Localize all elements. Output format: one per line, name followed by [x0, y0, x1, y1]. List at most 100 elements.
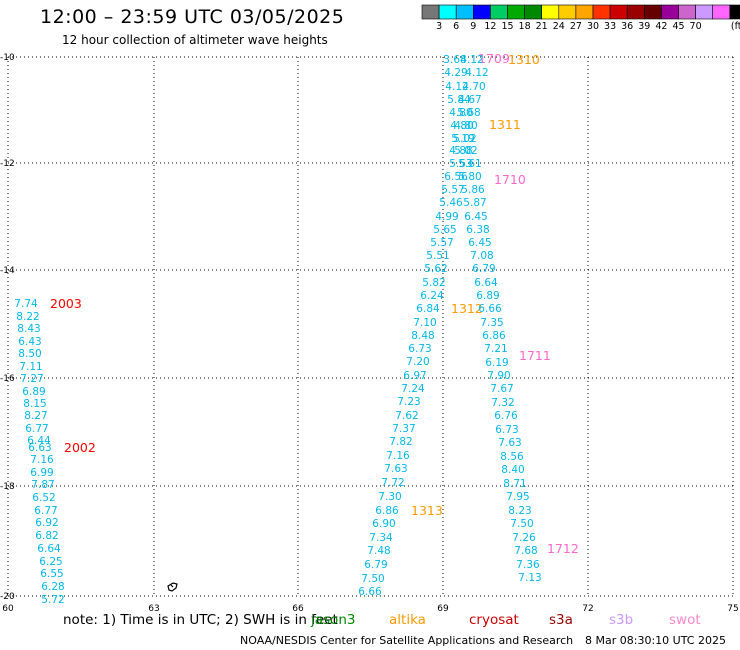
wave-height-value: 7.62	[395, 410, 418, 422]
legend-label: 21	[536, 21, 548, 32]
legend-unit: (ft)	[731, 21, 740, 32]
lon-label: 75	[727, 604, 738, 614]
wave-height-value: 5.53	[449, 158, 472, 170]
wave-height-value: 7.23	[397, 396, 420, 408]
wave-height-value: 8.56	[500, 451, 524, 463]
track-1312: 1312	[451, 301, 483, 316]
pass-time-label: 1310	[508, 52, 540, 67]
lat-label: -20	[0, 592, 15, 602]
legend-label: 45	[672, 21, 684, 32]
credit-line: NOAA/NESDIS Center for Satellite Applica…	[240, 634, 574, 647]
lon-label: 69	[437, 604, 449, 614]
legend-label: 12	[484, 21, 496, 32]
wave-height-value: 6.73	[495, 424, 518, 436]
lat-label: -16	[0, 374, 15, 384]
track-1313: 3.684.294.125.844.804.805.194.885.536.56…	[358, 54, 474, 598]
wave-height-value: 5.02	[454, 145, 477, 157]
wave-height-value: 6.66	[358, 586, 382, 598]
wave-height-value: 6.64	[37, 543, 61, 555]
wave-height-value: 4.12	[445, 81, 468, 93]
wave-height-value: 5.19	[451, 133, 474, 145]
wave-height-value: 6.90	[372, 518, 395, 530]
wave-height-value: 7.50	[510, 518, 533, 530]
wave-height-value: 5.62	[424, 263, 447, 275]
wave-height-value: 6.19	[485, 357, 508, 369]
legend-swatch	[541, 4, 560, 20]
legend-swatch	[575, 4, 594, 20]
wave-height-value: 6.76	[494, 410, 518, 422]
track-1711: 1711	[519, 348, 551, 363]
track-1709: 1709	[478, 51, 510, 66]
pass-time-label: 2002	[64, 440, 96, 455]
wave-height-value: 3.68	[443, 54, 466, 66]
legend-label: 27	[570, 21, 582, 32]
wave-height-value: 8.15	[23, 398, 46, 410]
legend-label: 9	[470, 21, 476, 32]
lat-lon-grid	[7, 56, 734, 597]
pass-time-label: 1712	[547, 541, 579, 556]
wave-height-value: 6.43	[18, 336, 41, 348]
wave-height-value: 6.97	[403, 370, 426, 382]
wave-height-value: 7.63	[384, 463, 407, 475]
lat-label: -18	[0, 482, 15, 492]
wave-height-value: 5.87	[463, 197, 486, 209]
pass-time-label: 1710	[494, 172, 526, 187]
wave-height-value: 4.99	[435, 211, 458, 223]
legend-swatch	[695, 4, 713, 20]
wave-height-value: 6.56	[444, 171, 468, 183]
wave-height-value: 6.38	[466, 224, 489, 236]
legend-swatch	[455, 4, 474, 20]
legend-swatch	[626, 4, 645, 20]
wave-height-value: 5.61	[458, 158, 481, 170]
legend-label: 15	[501, 21, 513, 32]
timestamp: 8 Mar 08:30:10 UTC 2025	[585, 634, 726, 647]
wave-height-value: 6.77	[34, 505, 57, 517]
note-text: note: 1) Time is in UTC; 2) SWH is in fe…	[63, 612, 338, 628]
lon-label: 60	[2, 604, 14, 614]
legend-label: 42	[655, 21, 667, 32]
wave-height-value: 6.77	[25, 423, 48, 435]
track-1710: 1710	[494, 172, 526, 187]
wave-height-value: 8.27	[24, 410, 47, 422]
wave-height-value: 6.89	[22, 386, 45, 398]
wave-height-value: 8.40	[501, 464, 524, 476]
wave-height-value: 7.16	[30, 454, 54, 466]
lon-label: 66	[292, 604, 304, 614]
wave-height-value: 8.22	[16, 311, 39, 323]
wave-height-value: 6.86	[482, 330, 506, 342]
legend-label: 3	[436, 21, 442, 32]
wave-height-value: 6.99	[30, 467, 53, 479]
wave-height-value: 7.95	[506, 491, 529, 503]
legend-swatch	[472, 4, 491, 20]
wave-height-value: 4.67	[458, 94, 481, 106]
wave-height-value: 8.71	[503, 478, 526, 490]
legend-label: 30	[587, 21, 599, 32]
pass-time-label: 1313	[411, 503, 443, 518]
wave-height-value: 5.72	[41, 594, 64, 606]
wave-height-value: 8.23	[508, 505, 531, 517]
wave-height-value: 6.24	[420, 290, 444, 302]
wave-height-value: 8.50	[18, 348, 41, 360]
wave-height-value: 7.37	[392, 423, 415, 435]
wave-height-value: 4.80	[450, 120, 473, 132]
pass-time-label: 1312	[451, 301, 483, 316]
legend-swatch	[643, 4, 662, 20]
legend-label: 39	[638, 21, 650, 32]
wave-height-value: 7.36	[516, 559, 540, 571]
wave-height-value: 8.43	[17, 323, 40, 335]
wave-height-value: 7.82	[389, 436, 412, 448]
wave-height-value: 6.44	[27, 435, 51, 447]
wave-height-value: 7.10	[413, 317, 436, 329]
wave-height-value: 5.68	[457, 107, 480, 119]
wave-height-value: 5.86	[461, 184, 485, 196]
island-shape	[167, 582, 178, 592]
legend-swatch	[712, 4, 731, 20]
wave-height-value: 5.46	[439, 197, 463, 209]
satellite-s3b: s3b	[609, 612, 634, 628]
lat-label: -14	[0, 266, 15, 276]
lat-label: -10	[0, 53, 15, 63]
wave-height-value: 7.67	[490, 383, 513, 395]
track-1712: 4.124.124.704.675.684.805.025.025.615.80…	[453, 54, 579, 584]
legend-label: 70	[690, 21, 702, 32]
